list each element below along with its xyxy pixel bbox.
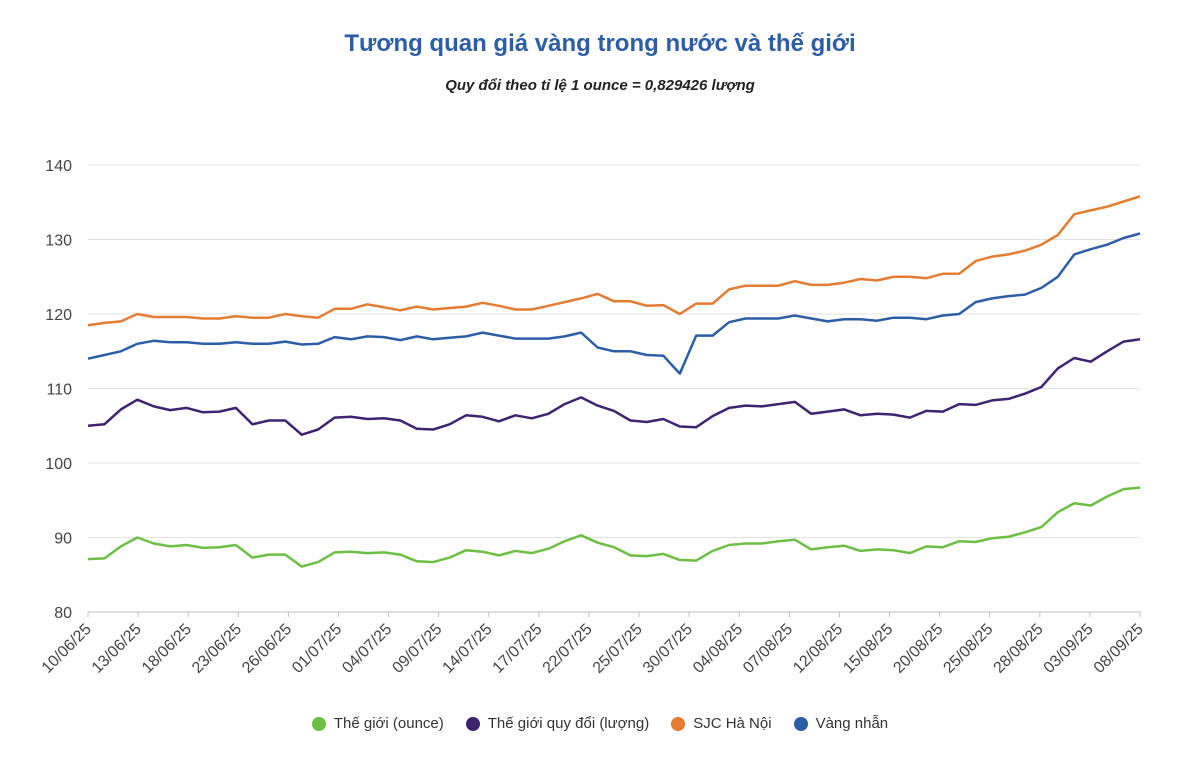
y-tick-label: 130	[45, 233, 72, 250]
legend-label: Vàng nhẫn	[815, 715, 889, 732]
x-tick-label: 30/07/25	[640, 621, 696, 677]
legend-item[interactable]: Thế giới quy đổi (lượng)	[465, 715, 650, 732]
x-tick-label: 26/06/25	[239, 621, 295, 677]
chart-title: Tương quan giá vàng trong nước và thế gi…	[344, 30, 856, 57]
x-tick-label: 09/07/25	[389, 621, 445, 677]
x-tick-label: 20/08/25	[890, 621, 946, 677]
x-tick-label: 18/06/25	[139, 621, 195, 677]
x-tick-label: 15/08/25	[840, 621, 896, 677]
y-axis: 80 90 100 110 120 130 140	[45, 158, 72, 622]
legend-label: Thế giới (ounce)	[333, 715, 444, 732]
legend-label: SJC Hà Nội	[693, 715, 772, 732]
series-line-1	[87, 338, 1141, 436]
legend-item[interactable]: Thế giới (ounce)	[311, 715, 444, 732]
x-tick-label: 04/07/25	[339, 621, 395, 677]
y-tick-label: 90	[54, 531, 72, 548]
y-tick-label: 140	[45, 158, 72, 175]
series-line-0	[87, 486, 1141, 568]
legend-item[interactable]: SJC Hà Nội	[671, 715, 772, 732]
x-tick-label: 01/07/25	[289, 621, 345, 677]
x-axis: 10/06/2513/06/2518/06/2523/06/2526/06/25…	[39, 612, 1147, 677]
series-line-3	[87, 232, 1141, 375]
y-tick-label: 110	[46, 382, 72, 399]
legend-item[interactable]: Vàng nhẫn	[793, 715, 889, 732]
legend-label: Thế giới quy đổi (lượng)	[487, 715, 650, 732]
x-tick-label: 28/08/25	[991, 621, 1047, 677]
series-lines	[87, 195, 1141, 568]
x-tick-label: 10/06/25	[39, 621, 95, 677]
x-tick-label: 25/08/25	[940, 621, 996, 677]
y-tick-label: 120	[45, 307, 72, 324]
x-tick-label: 22/07/25	[540, 621, 596, 677]
legend-dot-icon	[793, 716, 808, 731]
x-tick-label: 12/08/25	[790, 621, 846, 677]
line-chart: 80 90 100 110 120 130 140 10/06/2513/06/2518/0…	[39, 158, 1147, 677]
legend-dot-icon	[465, 716, 480, 731]
series-line-2	[87, 195, 1141, 327]
legend-dot-icon	[311, 716, 326, 731]
x-tick-label: 14/07/25	[440, 621, 496, 677]
legend: Thế giới (ounce) Thế giới quy đổi (lượng)…	[0, 715, 1200, 732]
y-tick-label: 100	[45, 456, 72, 473]
chart-subtitle: Quy đổi theo tỉ lệ 1 ounce = 0,829426 lư…	[445, 77, 755, 94]
x-tick-label: 04/08/25	[690, 621, 746, 677]
x-tick-label: 13/06/25	[89, 621, 145, 677]
legend-dot-icon	[671, 716, 686, 731]
y-tick-label: 80	[54, 605, 72, 622]
x-tick-label: 25/07/25	[590, 621, 646, 677]
x-tick-label: 17/07/25	[490, 621, 546, 677]
x-tick-label: 07/08/25	[740, 621, 796, 677]
x-tick-label: 23/06/25	[189, 621, 245, 677]
x-tick-label: 03/09/25	[1041, 621, 1097, 677]
gridlines	[88, 164, 1140, 613]
x-tick-label: 08/09/25	[1091, 621, 1147, 677]
